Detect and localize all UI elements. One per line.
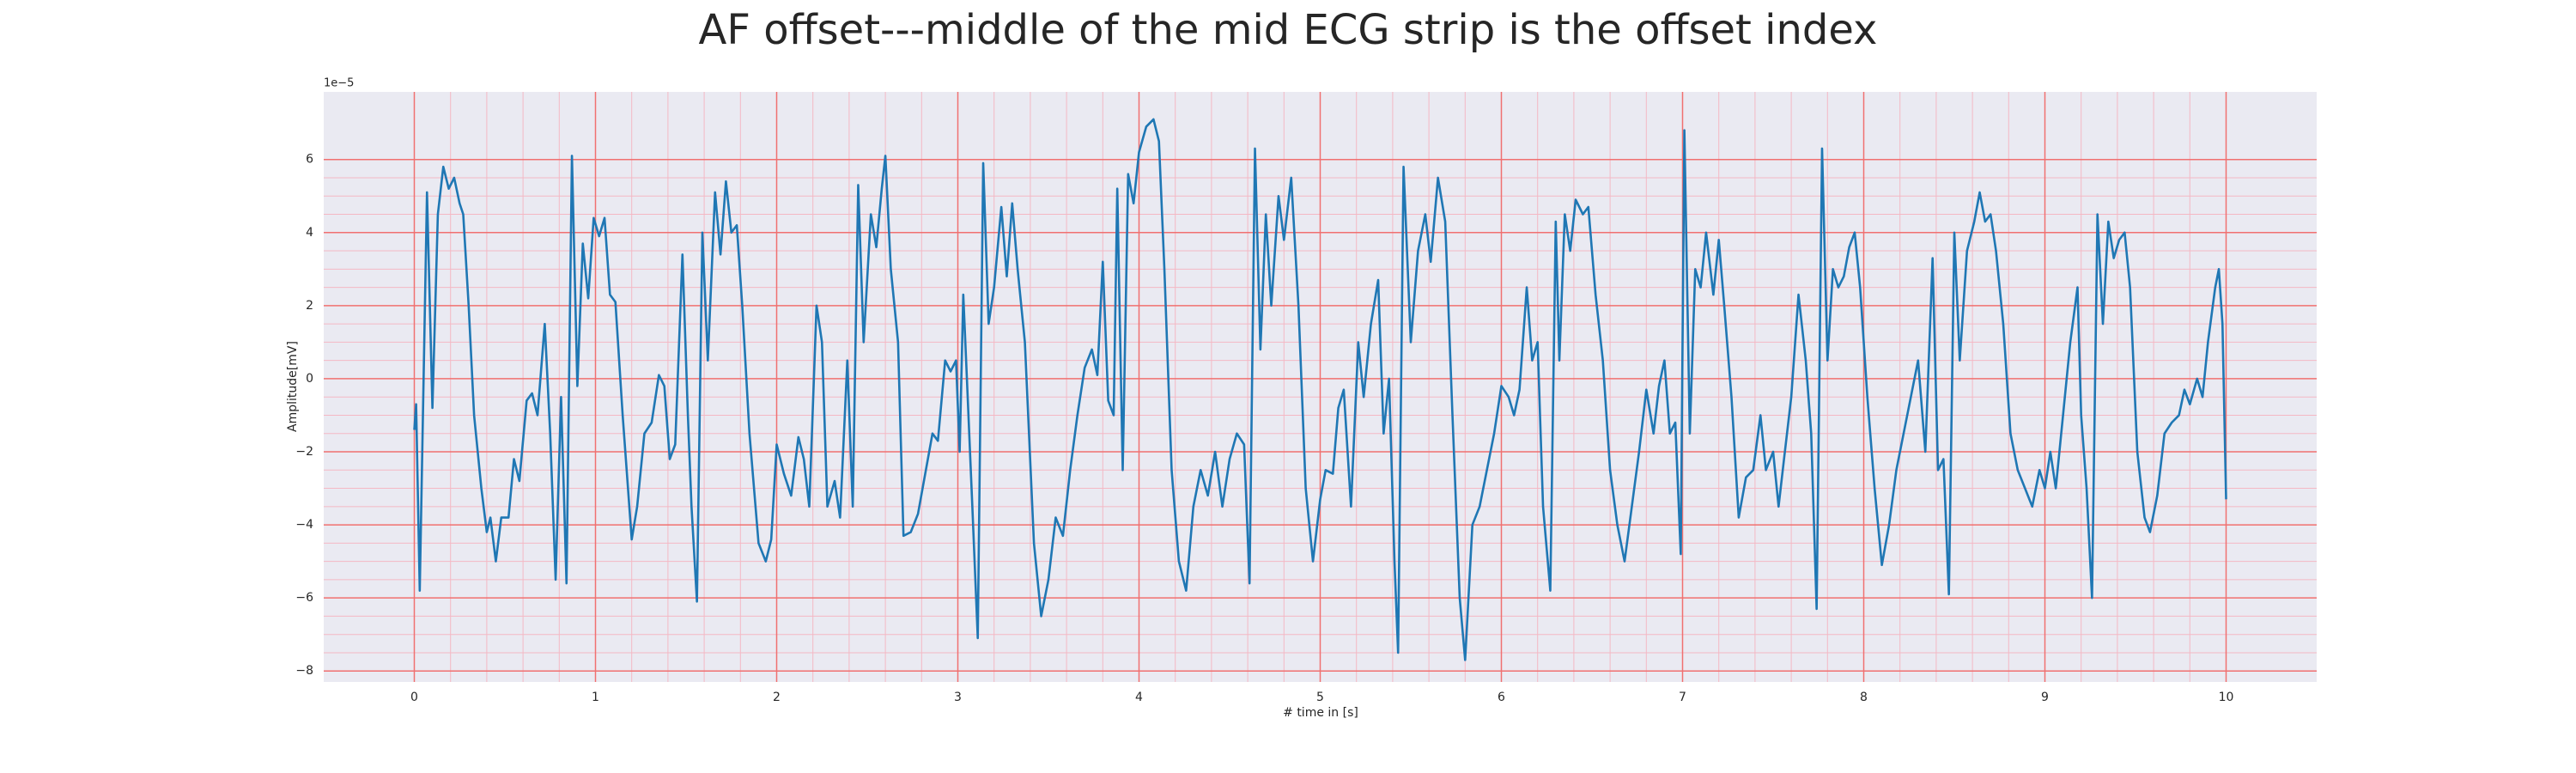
y-tick-label: 0	[306, 372, 313, 386]
y-tick-label: −2	[295, 445, 313, 459]
y-tick-label: −6	[295, 591, 313, 605]
x-tick-label: 5	[1316, 691, 1324, 704]
x-tick-label: 4	[1135, 691, 1143, 704]
y-tick-label: 6	[306, 153, 313, 167]
x-tick-label: 3	[954, 691, 962, 704]
x-tick-label: 7	[1679, 691, 1686, 704]
x-tick-label: 9	[2041, 691, 2049, 704]
chart-title: AF offset---middle of the mid ECG strip …	[699, 6, 1878, 54]
x-tick-label: 2	[773, 691, 781, 704]
x-tick-label: 1	[592, 691, 599, 704]
y-tick-label: −8	[295, 664, 313, 678]
x-axis-label: # time in [s]	[1283, 706, 1358, 720]
ecg-line	[413, 118, 2227, 661]
x-tick-label: 10	[2219, 691, 2234, 704]
x-tick-label: 0	[410, 691, 418, 704]
y-offset-label: 1e−5	[324, 77, 354, 90]
x-tick-label: 6	[1498, 691, 1505, 704]
y-tick-label: 4	[306, 226, 313, 240]
y-tick-label: 2	[306, 299, 313, 313]
x-tick-label: 8	[1860, 691, 1868, 704]
y-axis-label: Amplitude[mV]	[286, 341, 300, 432]
y-tick-label: −4	[295, 518, 313, 532]
